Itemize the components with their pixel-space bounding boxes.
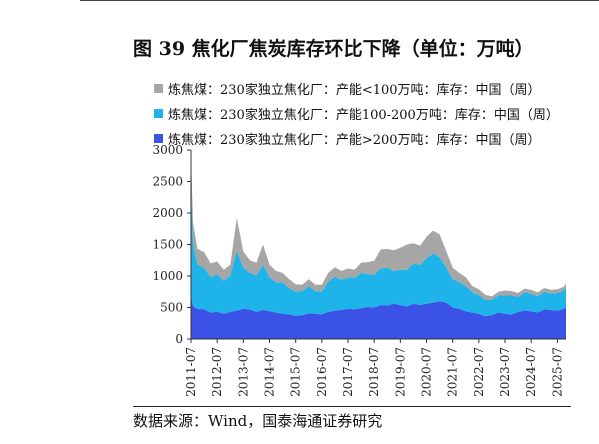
x-tick-label: 2022-07 [472, 347, 486, 397]
x-tick-label: 2013-07 [236, 347, 250, 397]
x-tick-label: 2019-07 [393, 347, 407, 397]
series-area-0 [191, 294, 566, 339]
x-tick-label: 2023-07 [498, 347, 512, 397]
y-tick-label: 3000 [152, 143, 183, 157]
y-tick-label: 1500 [152, 238, 183, 252]
x-tick-label: 2018-07 [367, 347, 381, 397]
legend-swatch-large [154, 134, 163, 143]
legend-swatch-small [154, 84, 163, 93]
x-tick-label: 2024-07 [524, 347, 538, 397]
legend-label-large: 炼焦煤：230家独立焦化厂：产能>200万吨：库存：中国（周） [168, 133, 541, 148]
y-tick-label: 500 [160, 301, 183, 315]
series-area-1 [191, 184, 566, 317]
legend-item-large: 炼焦煤：230家独立焦化厂：产能>200万吨：库存：中国（周） [154, 126, 559, 151]
top-rule [80, 0, 599, 1]
y-tick-label: 2000 [152, 206, 183, 220]
x-tick-label: 2014-07 [263, 347, 277, 397]
x-tick-label: 2017-07 [341, 347, 355, 397]
source-note: 数据来源：Wind，国泰海通证券研究 [133, 412, 383, 430]
y-tick-label: 2500 [152, 175, 183, 189]
x-tick-label: 2016-07 [315, 347, 329, 397]
x-tick-label: 2012-07 [210, 347, 224, 397]
y-tick-label: 1000 [152, 269, 183, 283]
bottom-rule [133, 406, 571, 407]
chart-legend: 炼焦煤：230家独立焦化厂：产能<100万吨：库存：中国（周） 炼焦煤：230家… [154, 76, 559, 151]
legend-label-small: 炼焦煤：230家独立焦化厂：产能<100万吨：库存：中国（周） [168, 83, 541, 98]
legend-item-medium: 炼焦煤：230家独立焦化厂：产能100-200万吨：库存：中国（周） [154, 101, 559, 126]
y-tick-label: 0 [175, 332, 183, 346]
x-tick-label: 2020-07 [420, 347, 434, 397]
figure-title: 图 39 焦化厂焦炭库存环比下降（单位：万吨） [133, 38, 534, 60]
x-tick-label: 2021-07 [446, 347, 460, 397]
legend-item-small: 炼焦煤：230家独立焦化厂：产能<100万吨：库存：中国（周） [154, 76, 559, 101]
x-tick-label: 2015-07 [289, 347, 303, 397]
legend-label-medium: 炼焦煤：230家独立焦化厂：产能100-200万吨：库存：中国（周） [168, 108, 559, 123]
x-tick-label: 2011-07 [184, 347, 198, 397]
x-tick-label: 2025-07 [550, 347, 564, 397]
legend-swatch-medium [154, 109, 163, 118]
